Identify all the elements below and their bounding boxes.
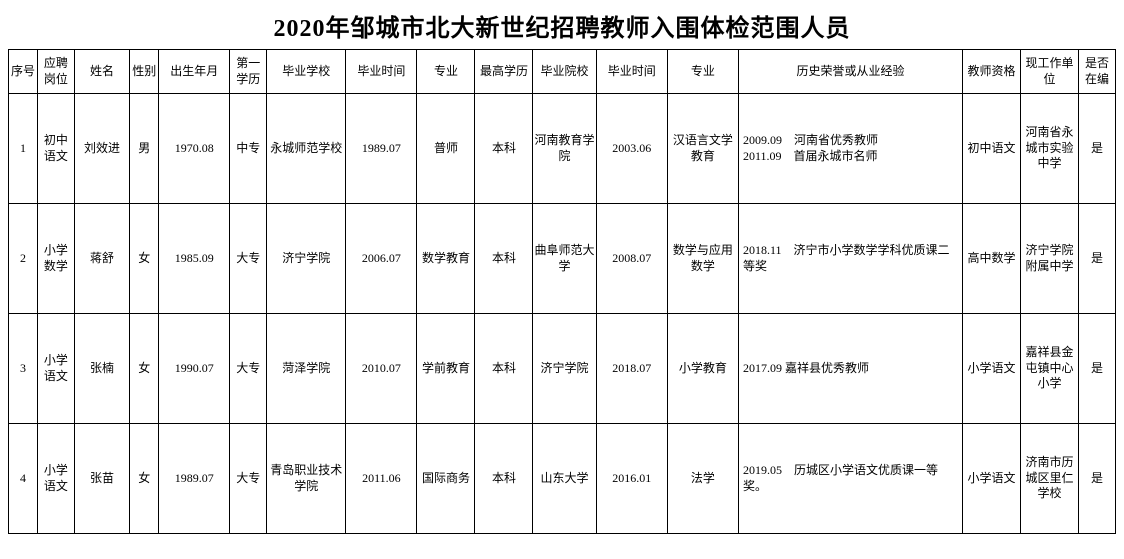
cell-maj1: 数学教育 — [417, 204, 475, 314]
cell-cert: 高中数学 — [963, 204, 1021, 314]
cell-maj2: 数学与应用数学 — [667, 204, 738, 314]
column-header: 最高学历 — [475, 50, 533, 94]
cell-seq: 3 — [9, 314, 38, 424]
table-header-row: 序号应聘岗位姓名性别出生年月第一学历毕业学校毕业时间专业最高学历毕业院校毕业时间… — [9, 50, 1116, 94]
cell-edu2: 本科 — [475, 94, 533, 204]
cell-work: 河南省永城市实验中学 — [1021, 94, 1079, 204]
cell-honor: 2009.09 河南省优秀教师2011.09 首届永城市名师 — [739, 94, 963, 204]
table-row: 3小学语文张楠女1990.07大专菏泽学院2010.07学前教育本科济宁学院20… — [9, 314, 1116, 424]
cell-pos: 小学语文 — [37, 424, 74, 534]
cell-honor: 2019.05 历城区小学语文优质课一等奖。 — [739, 424, 963, 534]
column-header: 毕业时间 — [596, 50, 667, 94]
cell-sex: 男 — [130, 94, 159, 204]
column-header: 是否在编 — [1079, 50, 1116, 94]
personnel-table: 序号应聘岗位姓名性别出生年月第一学历毕业学校毕业时间专业最高学历毕业院校毕业时间… — [8, 49, 1116, 534]
cell-edu2: 本科 — [475, 314, 533, 424]
cell-grad1: 2006.07 — [346, 204, 417, 314]
column-header: 第一学历 — [230, 50, 267, 94]
cell-pos: 小学语文 — [37, 314, 74, 424]
cell-sex: 女 — [130, 424, 159, 534]
cell-grad2: 2003.06 — [596, 94, 667, 204]
cell-sex: 女 — [130, 314, 159, 424]
column-header: 专业 — [667, 50, 738, 94]
cell-work: 嘉祥县金屯镇中心小学 — [1021, 314, 1079, 424]
page-title: 2020年邹城市北大新世纪招聘教师入围体检范围人员 — [8, 8, 1116, 43]
cell-zb: 是 — [1079, 94, 1116, 204]
cell-birth: 1985.09 — [159, 204, 230, 314]
column-header: 应聘岗位 — [37, 50, 74, 94]
cell-birth: 1970.08 — [159, 94, 230, 204]
cell-grad2: 2018.07 — [596, 314, 667, 424]
cell-maj2: 法学 — [667, 424, 738, 534]
cell-edu1: 大专 — [230, 204, 267, 314]
cell-maj2: 小学教育 — [667, 314, 738, 424]
cell-honor: 2017.09 嘉祥县优秀教师 — [739, 314, 963, 424]
column-header: 序号 — [9, 50, 38, 94]
cell-honor: 2018.11 济宁市小学数学学科优质课二等奖 — [739, 204, 963, 314]
cell-sch2: 山东大学 — [533, 424, 596, 534]
cell-edu2: 本科 — [475, 204, 533, 314]
cell-seq: 2 — [9, 204, 38, 314]
table-row: 4小学语文张苗女1989.07大专青岛职业技术学院2011.06国际商务本科山东… — [9, 424, 1116, 534]
cell-work: 济宁学院附属中学 — [1021, 204, 1079, 314]
cell-name: 张楠 — [74, 314, 129, 424]
cell-edu1: 大专 — [230, 314, 267, 424]
cell-grad2: 2008.07 — [596, 204, 667, 314]
cell-seq: 1 — [9, 94, 38, 204]
cell-edu2: 本科 — [475, 424, 533, 534]
cell-maj1: 普师 — [417, 94, 475, 204]
table-row: 1初中语文刘效进男1970.08中专永城师范学校1989.07普师本科河南教育学… — [9, 94, 1116, 204]
column-header: 性别 — [130, 50, 159, 94]
column-header: 姓名 — [74, 50, 129, 94]
cell-maj1: 学前教育 — [417, 314, 475, 424]
cell-cert: 初中语文 — [963, 94, 1021, 204]
cell-edu1: 大专 — [230, 424, 267, 534]
cell-sch1: 永城师范学校 — [267, 94, 346, 204]
column-header: 教师资格 — [963, 50, 1021, 94]
column-header: 专业 — [417, 50, 475, 94]
cell-sch2: 河南教育学院 — [533, 94, 596, 204]
column-header: 历史荣誉或从业经验 — [739, 50, 963, 94]
cell-sch1: 济宁学院 — [267, 204, 346, 314]
cell-name: 张苗 — [74, 424, 129, 534]
cell-birth: 1990.07 — [159, 314, 230, 424]
cell-zb: 是 — [1079, 424, 1116, 534]
column-header: 毕业院校 — [533, 50, 596, 94]
cell-seq: 4 — [9, 424, 38, 534]
cell-sex: 女 — [130, 204, 159, 314]
cell-maj1: 国际商务 — [417, 424, 475, 534]
cell-zb: 是 — [1079, 204, 1116, 314]
cell-grad1: 1989.07 — [346, 94, 417, 204]
cell-edu1: 中专 — [230, 94, 267, 204]
cell-zb: 是 — [1079, 314, 1116, 424]
cell-work: 济南市历城区里仁学校 — [1021, 424, 1079, 534]
cell-grad1: 2010.07 — [346, 314, 417, 424]
cell-sch2: 济宁学院 — [533, 314, 596, 424]
cell-maj2: 汉语言文学教育 — [667, 94, 738, 204]
cell-sch2: 曲阜师范大学 — [533, 204, 596, 314]
cell-name: 蒋舒 — [74, 204, 129, 314]
table-row: 2小学数学蒋舒女1985.09大专济宁学院2006.07数学教育本科曲阜师范大学… — [9, 204, 1116, 314]
cell-birth: 1989.07 — [159, 424, 230, 534]
column-header: 毕业学校 — [267, 50, 346, 94]
cell-pos: 初中语文 — [37, 94, 74, 204]
cell-grad1: 2011.06 — [346, 424, 417, 534]
column-header: 出生年月 — [159, 50, 230, 94]
cell-cert: 小学语文 — [963, 424, 1021, 534]
cell-grad2: 2016.01 — [596, 424, 667, 534]
cell-cert: 小学语文 — [963, 314, 1021, 424]
cell-name: 刘效进 — [74, 94, 129, 204]
column-header: 现工作单位 — [1021, 50, 1079, 94]
cell-sch1: 青岛职业技术学院 — [267, 424, 346, 534]
cell-sch1: 菏泽学院 — [267, 314, 346, 424]
cell-pos: 小学数学 — [37, 204, 74, 314]
column-header: 毕业时间 — [346, 50, 417, 94]
